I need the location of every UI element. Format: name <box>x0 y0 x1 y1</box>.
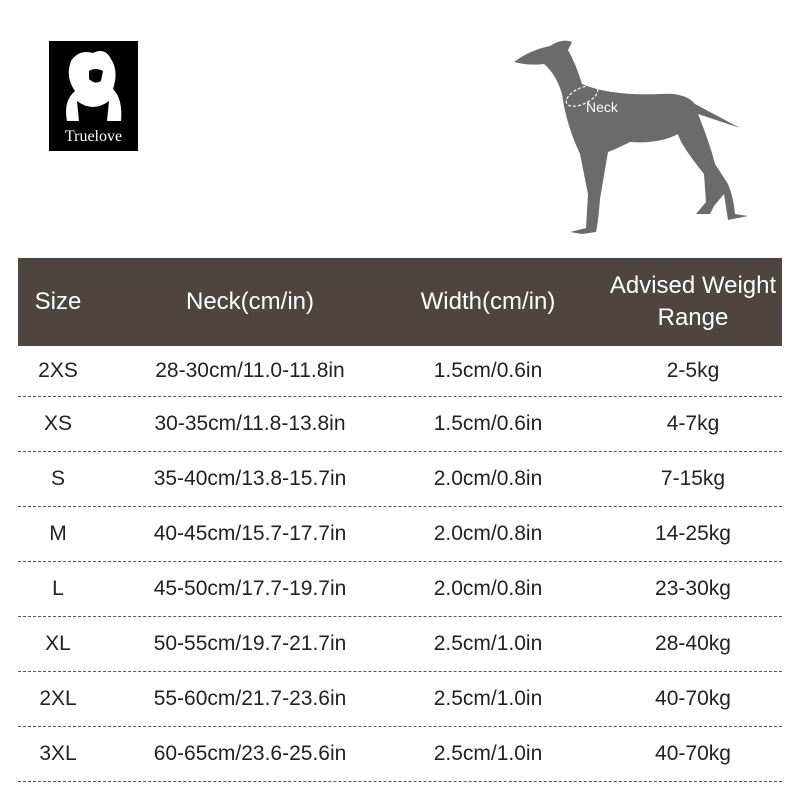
neck-measure-line <box>565 85 599 107</box>
cell-size: 3XL <box>39 742 77 765</box>
table-row: 3XL 60-65cm/23.6-25.6in 2.5cm/1.0in 40-70kg <box>18 727 782 782</box>
cell-neck: 40-45cm/15.7-17.7in <box>153 522 347 545</box>
table-row: S 35-40cm/13.8-15.7in 2.0cm/0.8in 7-15kg <box>18 452 782 507</box>
cell-weight: 28-40kg <box>655 632 731 655</box>
cell-width: 2.0cm/0.8in <box>433 467 543 490</box>
size-chart-table: Size Neck(cm/in) Width(cm/in) Advised We… <box>18 258 782 782</box>
cell-weight: 40-70kg <box>655 742 731 765</box>
header-size: Size <box>34 288 82 315</box>
cell-neck: 50-55cm/19.7-21.7in <box>153 632 347 655</box>
neck-label: Neck <box>586 99 618 115</box>
cell-width: 2.5cm/1.0in <box>433 742 543 765</box>
cell-size: L <box>52 577 64 600</box>
table-row: XL 50-55cm/19.7-21.7in 2.5cm/1.0in 28-40kg <box>18 617 782 672</box>
truelove-logo: Truelove <box>49 41 138 151</box>
logo-text: Truelove <box>64 128 123 145</box>
cell-size: 2XS <box>38 359 78 382</box>
table-row: 2XL 55-60cm/21.7-23.6in 2.5cm/1.0in 40-70kg <box>18 672 782 727</box>
cell-weight: 2-5kg <box>666 359 720 382</box>
cell-width: 1.5cm/0.6in <box>433 412 543 435</box>
header-width: Width(cm/in) <box>420 288 556 315</box>
table-row: M 40-45cm/15.7-17.7in 2.0cm/0.8in 14-25kg <box>18 507 782 562</box>
cell-width: 1.5cm/0.6in <box>433 359 543 382</box>
table-row: 2XS 28-30cm/11.0-11.8in 1.5cm/0.6in 2-5kg <box>18 346 782 397</box>
cell-weight: 7-15kg <box>660 467 726 490</box>
table-header: Size Neck(cm/in) Width(cm/in) Advised We… <box>18 258 782 346</box>
cell-size: 2XL <box>39 687 77 710</box>
cell-neck: 28-30cm/11.0-11.8in <box>155 359 345 382</box>
cell-neck: 45-50cm/17.7-19.7in <box>153 577 347 600</box>
dog-silhouette-icon <box>514 40 748 234</box>
cell-neck: 55-60cm/21.7-23.6in <box>153 687 347 710</box>
header-weight: Advised Weight Range <box>609 272 777 331</box>
header-neck: Neck(cm/in) <box>185 288 314 315</box>
table-row: XS 30-35cm/11.8-13.8in 1.5cm/0.6in 4-7kg <box>18 397 782 452</box>
cell-width: 2.0cm/0.8in <box>433 522 543 545</box>
cell-neck: 60-65cm/23.6-25.6in <box>153 742 347 765</box>
cell-size: M <box>49 522 67 545</box>
dog-head-logo-icon <box>66 51 122 121</box>
cell-size: XS <box>43 412 72 435</box>
table-row: L 45-50cm/17.7-19.7in 2.0cm/0.8in 23-30kg <box>18 562 782 617</box>
cell-weight: 23-30kg <box>655 577 731 600</box>
cell-size: S <box>50 467 65 490</box>
cell-neck: 35-40cm/13.8-15.7in <box>153 467 347 490</box>
cell-weight: 4-7kg <box>666 412 720 435</box>
cell-width: 2.5cm/1.0in <box>433 632 543 655</box>
cell-neck: 30-35cm/11.8-13.8in <box>154 412 346 435</box>
cell-weight: 14-25kg <box>655 522 731 545</box>
cell-size: XL <box>45 632 71 655</box>
cell-width: 2.5cm/1.0in <box>433 687 543 710</box>
cell-weight: 40-70kg <box>655 687 731 710</box>
cell-width: 2.0cm/0.8in <box>433 577 543 600</box>
